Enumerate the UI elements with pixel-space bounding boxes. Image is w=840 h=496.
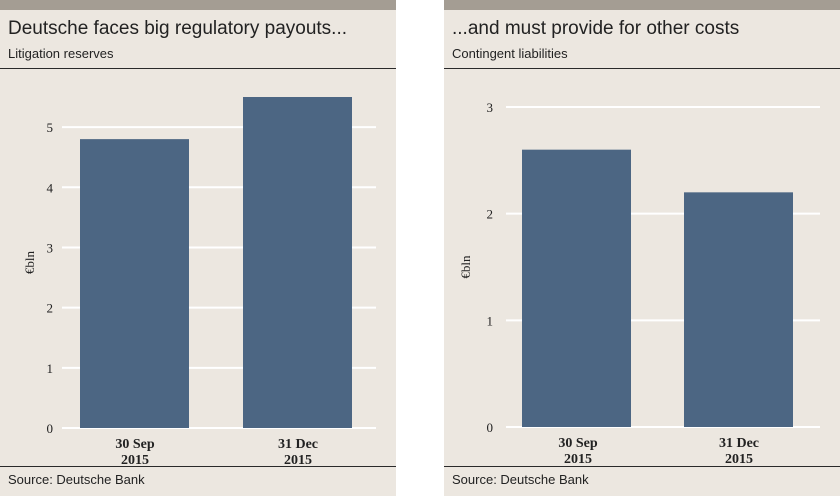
y-tick-label: 2 <box>487 207 494 222</box>
right-panel-top-bar <box>444 0 840 10</box>
y-tick-label: 0 <box>47 421 54 436</box>
x-tick-label: 30 Sep <box>558 436 598 451</box>
left-chart-title: Deutsche faces big regulatory payouts... <box>8 18 348 39</box>
y-tick-label: 3 <box>47 240 54 255</box>
x-tick-label: 31 Dec <box>278 437 318 452</box>
bar <box>684 192 793 427</box>
x-tick-label: 2015 <box>121 453 149 466</box>
right-chart-title: ...and must provide for other costs <box>452 18 740 39</box>
y-tick-label: 1 <box>47 361 54 376</box>
x-tick-label: 2015 <box>564 452 592 466</box>
y-tick-label: 1 <box>487 313 494 328</box>
left-source-note: Source: Deutsche Bank <box>8 472 145 487</box>
right-footer-divider <box>444 466 840 467</box>
right-chart-panel: ...and must provide for other costs Cont… <box>444 0 840 496</box>
left-footer-divider <box>0 466 396 467</box>
y-tick-label: 0 <box>487 420 494 435</box>
right-header-divider <box>444 68 840 69</box>
left-chart-subtitle: Litigation reserves <box>8 46 114 61</box>
x-tick-label: 2015 <box>725 452 753 466</box>
y-tick-label: 4 <box>47 180 54 195</box>
y-axis-label: €bln <box>458 255 473 279</box>
right-source-note: Source: Deutsche Bank <box>452 472 589 487</box>
left-panel-top-bar <box>0 0 396 10</box>
right-chart-subtitle: Contingent liabilities <box>452 46 568 61</box>
y-axis-label: €bln <box>22 250 37 274</box>
left-header-divider <box>0 68 396 69</box>
x-tick-label: 31 Dec <box>719 436 759 451</box>
y-tick-label: 3 <box>487 100 494 115</box>
y-tick-label: 5 <box>47 120 54 135</box>
bar <box>80 139 189 429</box>
y-tick-label: 2 <box>47 301 54 316</box>
panel-gap <box>396 0 444 496</box>
x-tick-label: 2015 <box>284 453 312 466</box>
bar <box>243 97 352 428</box>
bar <box>522 149 631 427</box>
x-tick-label: 30 Sep <box>115 437 155 452</box>
left-chart-panel: Deutsche faces big regulatory payouts...… <box>0 0 396 496</box>
